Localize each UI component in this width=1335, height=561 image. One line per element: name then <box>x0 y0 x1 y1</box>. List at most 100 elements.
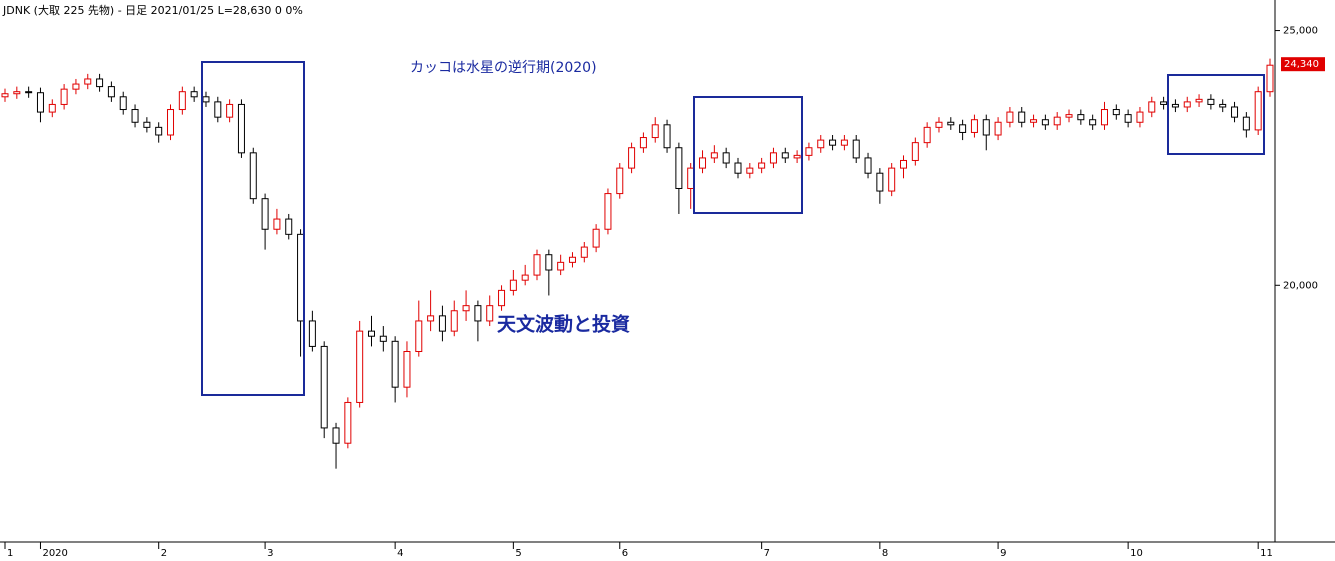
x-tick-label: 2 <box>161 548 167 559</box>
candle-body <box>876 172 884 192</box>
candle-body <box>1148 101 1156 113</box>
candle-body <box>1089 119 1097 126</box>
candle-body <box>1242 116 1250 131</box>
candle-body <box>36 92 44 113</box>
x-tick-label: 2020 <box>42 548 67 559</box>
candle-body <box>379 335 387 342</box>
candle-body <box>202 96 210 103</box>
candle-body <box>1077 114 1085 121</box>
candle-body <box>628 147 636 169</box>
chart-title: JDNK (大取 225 先物) - 日足 2021/01/25 L=28,63… <box>2 3 303 17</box>
candle-body <box>699 157 707 169</box>
candle-body <box>261 198 269 230</box>
candle-body <box>60 88 68 105</box>
candles <box>1 58 1274 469</box>
candle-body <box>226 103 234 118</box>
last-price-box <box>1281 57 1325 72</box>
candle-body <box>1065 114 1073 118</box>
candle-body <box>687 167 695 189</box>
y-tick-label: 25,000 <box>1283 26 1318 37</box>
candle-body <box>852 139 860 159</box>
candle-body <box>178 91 186 111</box>
candle-body <box>840 139 848 146</box>
candle-body <box>190 91 198 98</box>
candle-body <box>237 103 245 154</box>
candle-body <box>864 157 872 174</box>
candle-body <box>356 330 364 403</box>
candle-body <box>344 401 352 444</box>
candle-body <box>1006 111 1014 123</box>
candle-body <box>308 320 316 347</box>
candle-body <box>285 218 293 235</box>
candle-body <box>474 305 482 322</box>
candle-body <box>557 261 565 271</box>
candle-body <box>498 289 506 307</box>
annotation: 天文波動と投資 <box>497 313 630 336</box>
candle-body <box>994 121 1002 136</box>
candle-body <box>710 152 718 159</box>
candle-body <box>367 330 375 337</box>
candle-body <box>722 152 730 164</box>
candle-body <box>758 162 766 169</box>
x-tick-label: 7 <box>764 548 770 559</box>
candle-body <box>817 139 825 149</box>
candle-body <box>1195 98 1203 103</box>
candle-body <box>1053 116 1061 126</box>
candle-body <box>1 93 9 98</box>
candle-body <box>1266 64 1274 93</box>
x-tick-label: 1 <box>7 548 13 559</box>
last-price-label: 24,340 <box>1284 59 1319 70</box>
candle-body <box>1124 114 1132 123</box>
y-tick-label: 20,000 <box>1283 280 1318 291</box>
highlight-box <box>201 61 305 396</box>
candle-body <box>1207 98 1215 105</box>
candle-body <box>403 351 411 388</box>
candle-body <box>249 152 257 200</box>
candle-body <box>96 78 104 88</box>
candle-body <box>829 139 837 146</box>
candle-body <box>1100 109 1108 126</box>
candle-body <box>1183 101 1191 108</box>
candle-body <box>888 167 896 192</box>
x-tick-label: 11 <box>1260 548 1273 559</box>
candle-body <box>651 124 659 139</box>
candle-body <box>959 124 967 133</box>
candle-body <box>675 147 683 189</box>
candle-body <box>320 345 328 429</box>
candle-body <box>580 246 588 258</box>
candle-body <box>1018 111 1026 123</box>
candle-body <box>616 167 624 195</box>
candle-body <box>746 167 754 174</box>
candle-body <box>155 126 163 136</box>
candle-body <box>119 96 127 111</box>
highlight-box <box>693 96 803 214</box>
candle-body <box>1136 111 1144 123</box>
candle-body <box>923 126 931 144</box>
candle-body <box>391 340 399 388</box>
candle-body <box>72 83 80 90</box>
x-tick-label: 6 <box>622 548 628 559</box>
candle-body <box>486 305 494 322</box>
candle-body <box>805 147 813 156</box>
candle-body <box>1112 109 1120 116</box>
candle-body <box>509 279 517 291</box>
candle-body <box>214 101 222 118</box>
candle-body <box>450 310 458 332</box>
candle-body <box>604 193 612 230</box>
candle-body <box>273 218 281 230</box>
candle-body <box>911 142 919 161</box>
candle-body <box>167 109 175 136</box>
candle-body <box>1171 103 1179 108</box>
x-tick-label: 5 <box>515 548 521 559</box>
candle-body <box>427 315 435 322</box>
candle-body <box>769 152 777 164</box>
candle-body <box>13 91 21 95</box>
candle-body <box>663 124 671 149</box>
candle-body <box>84 78 92 85</box>
candle-body <box>48 103 56 113</box>
candle-body <box>1030 119 1038 123</box>
candle-body <box>982 119 990 136</box>
x-tick-label: 3 <box>267 548 273 559</box>
